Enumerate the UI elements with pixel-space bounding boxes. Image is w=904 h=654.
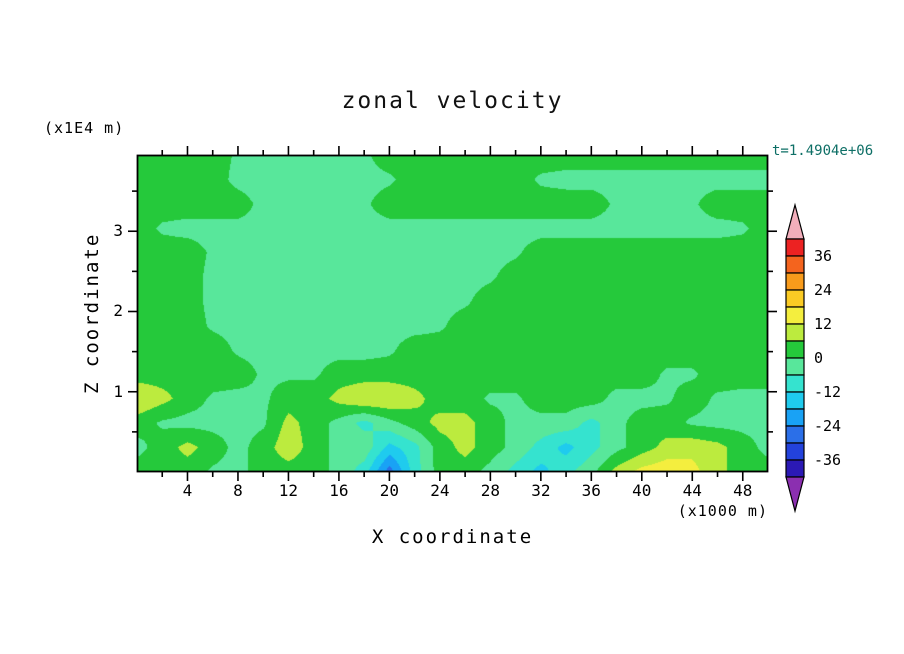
colorbar-band [785, 340, 805, 359]
y-tick-label: 1 [113, 381, 123, 401]
colorbar-band [785, 289, 805, 308]
x-tick-label: 24 [430, 481, 450, 500]
plot-frame [128, 146, 777, 481]
x-tick-label: 28 [480, 481, 500, 500]
colorbar-label: 36 [814, 247, 832, 265]
colorbar-label: 0 [814, 349, 823, 367]
colorbar-overflow-low [785, 476, 805, 514]
contour-field-canvas [137, 155, 768, 472]
colorbar-band [785, 255, 805, 274]
colorbar-band [785, 442, 805, 461]
colorbar: 36 24 12 0 -12 -24 -36 [785, 202, 841, 514]
axis-ticks [128, 146, 777, 481]
colorbar-label: 12 [814, 315, 832, 333]
colorbar-overflow-high [785, 202, 805, 240]
colorbar-band [785, 374, 805, 393]
y-axis-unit-label: (x1E4 m) [44, 119, 125, 137]
colorbar-band [785, 459, 805, 478]
x-axis-title: X coordinate [371, 526, 534, 548]
colorbar-band [785, 425, 805, 444]
x-tick-label: 36 [581, 481, 601, 500]
colorbar-band [785, 357, 805, 376]
x-tick-label: 44 [682, 481, 702, 500]
colorbar-label: -24 [814, 417, 841, 435]
x-tick-label: 20 [379, 481, 400, 500]
x-tick-label: 32 [531, 481, 551, 500]
x-tick-label: 48 [733, 481, 753, 500]
time-annotation: t=1.4904e+06 [772, 143, 874, 159]
x-tick-label: 4 [182, 481, 193, 500]
y-tick-label: 2 [113, 301, 123, 321]
colorbar-band [785, 391, 805, 410]
x-tick-label: 12 [278, 481, 299, 500]
x-tick-label: 40 [632, 481, 652, 500]
colorbar-band [785, 238, 805, 257]
colorbar-label: -12 [814, 383, 841, 401]
colorbar-band [785, 323, 805, 342]
x-tick-label: 8 [233, 481, 243, 500]
x-tick-label: 16 [329, 481, 349, 500]
plot-border [136, 154, 769, 473]
colorbar-band [785, 306, 805, 325]
x-axis-unit-label: (x1000 m) [677, 502, 768, 520]
y-tick-label: 3 [113, 221, 123, 241]
chart-title: zonal velocity [341, 88, 564, 114]
colorbar-label: 24 [814, 281, 832, 299]
colorbar-band [785, 272, 805, 291]
colorbar-label: -36 [814, 451, 841, 469]
colorbar-band [785, 408, 805, 427]
